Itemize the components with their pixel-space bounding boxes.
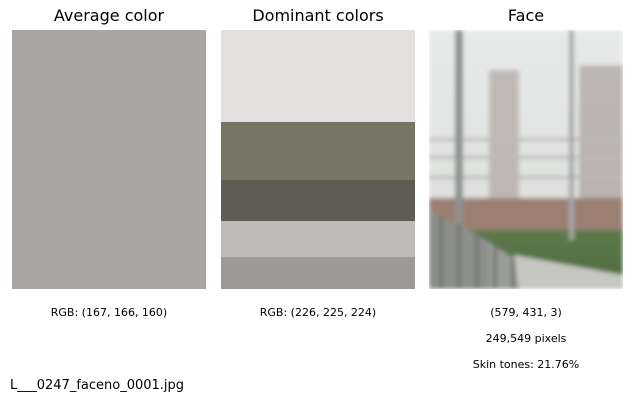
dominant-color-swatch [221, 221, 415, 257]
dominant-color-swatch [221, 30, 415, 122]
face-image [429, 30, 623, 289]
image-filename: L___0247_faceno_0001.jpg [10, 378, 185, 393]
dominant-color-swatch [221, 180, 415, 221]
average-color-title: Average color [53, 6, 165, 25]
face-title: Face [507, 6, 545, 25]
dominant-colors-title: Dominant colors [252, 6, 384, 25]
face-dimensions: (579, 431, 3) [490, 306, 562, 319]
face-pixel-count: 249,549 pixels [485, 332, 567, 345]
average-color-swatch [12, 30, 206, 289]
average-color-rgb: RGB: (167, 166, 160) [50, 306, 168, 319]
dominant-colors-stack [221, 30, 415, 289]
face-skin-tones: Skin tones: 21.76% [472, 358, 580, 371]
dominant-color-swatch [221, 257, 415, 289]
dominant-color-swatch [221, 122, 415, 180]
dominant-color-rgb: RGB: (226, 225, 224) [259, 306, 377, 319]
